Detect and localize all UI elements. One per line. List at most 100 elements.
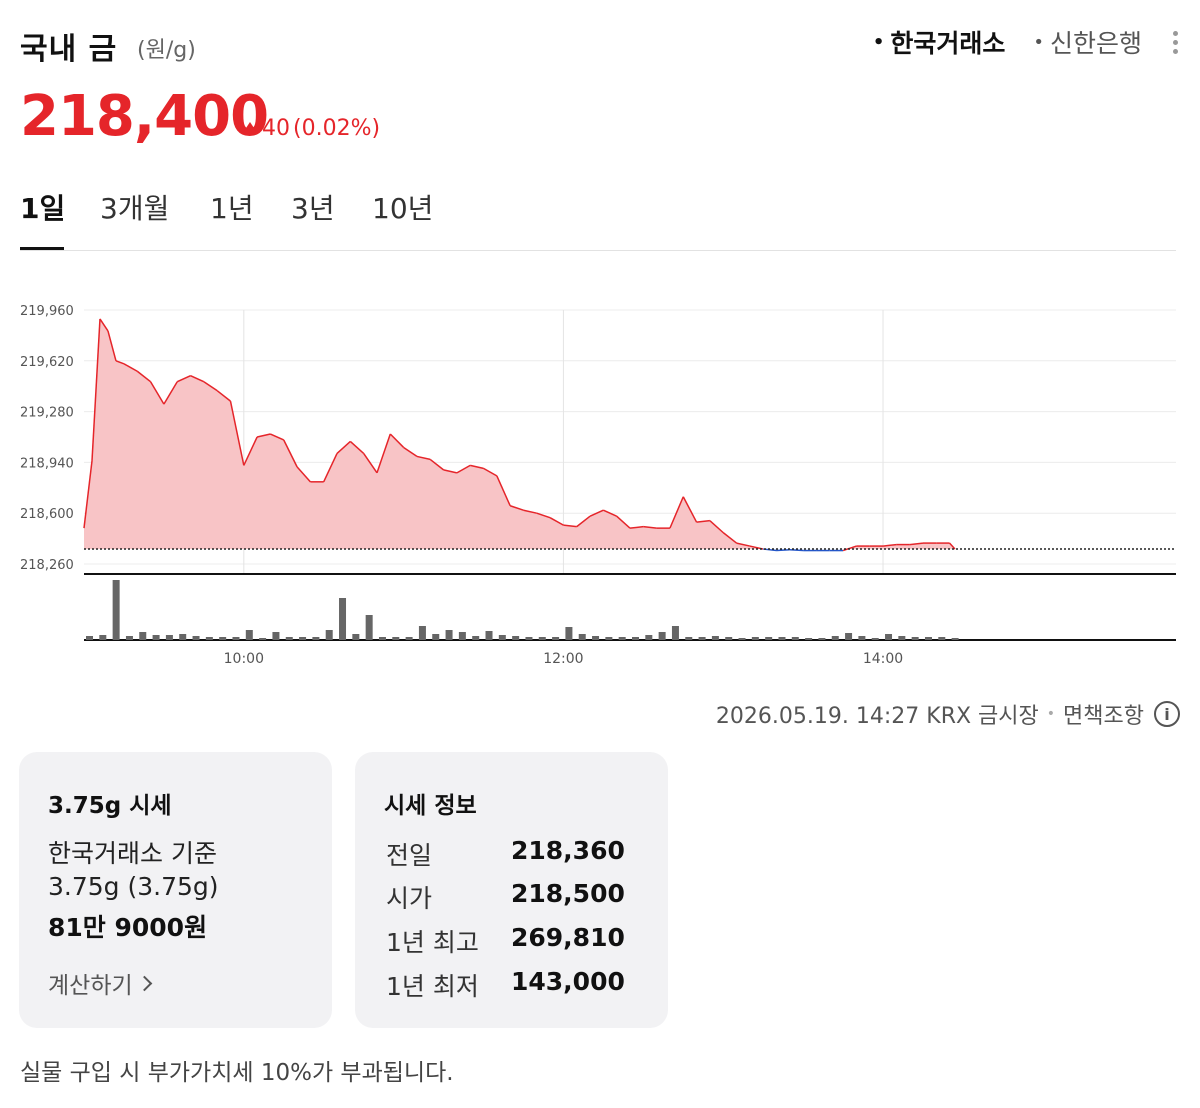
price-line-segment xyxy=(163,381,178,405)
info-value-open: 218,500 xyxy=(511,879,625,908)
tab-1d[interactable]: 1일 xyxy=(20,192,66,225)
y-tick-label: 218,940 xyxy=(20,456,74,471)
volume-bar xyxy=(259,638,267,640)
volume-bar xyxy=(938,637,946,640)
weight-text: 3.75g (3.75g) xyxy=(48,872,219,901)
price-line-segment xyxy=(203,381,218,392)
card-title: 3.75g 시세 xyxy=(48,793,172,819)
price-line-segment xyxy=(83,460,93,529)
price-line-segment xyxy=(736,542,751,547)
volume-bar xyxy=(658,632,666,640)
price-line-segment xyxy=(949,542,956,550)
volume-bar xyxy=(711,636,719,640)
volume-bar xyxy=(325,630,333,640)
price-line-segment xyxy=(603,509,617,517)
volume-bar xyxy=(139,632,147,640)
volume-bar xyxy=(312,637,320,640)
tab-10y[interactable]: 10년 xyxy=(372,192,434,225)
volume-bar xyxy=(112,580,120,640)
price-line-segment xyxy=(616,515,631,529)
volume-bar xyxy=(898,636,906,640)
price-line-segment xyxy=(416,455,431,461)
volume-bar xyxy=(725,637,733,640)
price-line-segment xyxy=(709,520,724,534)
card-title: 시세 정보 xyxy=(384,793,477,819)
price-line-segment xyxy=(149,381,165,405)
disclaimer-link[interactable]: 면책조항 xyxy=(1063,704,1144,729)
volume-bar xyxy=(698,637,706,640)
change-percent: (0.02%) xyxy=(293,116,381,141)
price-line-segment xyxy=(216,390,231,402)
price-line-segment xyxy=(99,318,109,332)
price-line-segment xyxy=(776,549,790,552)
price-line-segment xyxy=(549,517,564,526)
volume-bar xyxy=(232,637,240,640)
volume-bar xyxy=(285,637,293,640)
price-line-segment xyxy=(363,453,378,474)
header: 국내 금 (원/g) • 한국거래소 • 신한은행 xyxy=(20,22,1180,72)
price-line-segment xyxy=(682,496,698,523)
price-line-segment xyxy=(115,360,125,365)
timestamp-text: 2026.05.19. 14:27 KRX 금시장 xyxy=(715,704,1039,729)
y-tick-label: 218,600 xyxy=(20,507,74,522)
separator-dot: • xyxy=(1046,706,1056,722)
price-chart[interactable]: 219,960 219,620 219,280 218,940 218,600 218,2… xyxy=(0,290,1200,675)
source-option-shinhan[interactable]: • 신한은행 xyxy=(1033,24,1142,60)
price-line-segment xyxy=(509,505,524,511)
volume-bar xyxy=(512,636,520,640)
price-line-segment xyxy=(909,542,924,546)
info-label-open: 시가 xyxy=(386,884,433,913)
volume-bar xyxy=(911,637,919,640)
info-label-prev-close: 전일 xyxy=(386,841,433,870)
price-line-segment xyxy=(176,375,191,383)
kebab-menu-icon[interactable] xyxy=(1170,30,1180,54)
price-line-segment xyxy=(643,525,657,529)
volume-bar xyxy=(485,631,493,640)
volume-bar xyxy=(125,636,133,640)
price-line-segment xyxy=(91,318,101,461)
price-line-segment xyxy=(136,370,152,383)
price-line-segment xyxy=(789,549,804,552)
volume-bar xyxy=(552,637,560,640)
source-option-krx[interactable]: • 한국거래소 xyxy=(873,24,1006,60)
volume-bar xyxy=(445,630,453,640)
tab-3m[interactable]: 3개월 xyxy=(100,192,170,225)
volume-bar xyxy=(858,636,866,640)
price-line-segment xyxy=(589,509,604,517)
info-label-52w-low: 1년 최저 xyxy=(386,972,479,1001)
price-line-segment xyxy=(496,475,511,507)
volume-bar xyxy=(805,638,813,640)
volume-bar xyxy=(618,637,626,640)
volume-bar xyxy=(165,635,173,640)
price-line-segment xyxy=(107,330,117,361)
volume-bar xyxy=(392,637,400,640)
price-line-segment xyxy=(296,466,311,483)
x-tick-label: 10:00 xyxy=(224,651,264,667)
x-tick-label: 12:00 xyxy=(543,651,583,667)
tab-3y[interactable]: 3년 xyxy=(291,192,335,225)
volume-bar xyxy=(525,637,533,640)
price-line-segment xyxy=(243,436,258,466)
x-tick-label: 14:00 xyxy=(863,651,903,667)
price-line-segment xyxy=(470,464,484,470)
price-line-segment xyxy=(336,440,351,454)
volume-bar xyxy=(405,637,413,640)
bullet-icon: • xyxy=(1033,31,1044,53)
page-title: 국내 금 xyxy=(20,32,118,67)
volume-bar xyxy=(472,636,480,640)
price-line-segment xyxy=(536,512,551,519)
price-line-segment xyxy=(523,509,537,514)
volume-bar xyxy=(86,636,93,640)
calculate-label: 계산하기 xyxy=(48,973,133,999)
tab-1y[interactable]: 1년 xyxy=(210,192,254,225)
volume-bar xyxy=(299,637,307,640)
calculate-link[interactable]: 계산하기 xyxy=(48,966,152,1000)
y-tick-label: 219,280 xyxy=(20,406,74,421)
volume-bar xyxy=(565,627,573,640)
info-icon[interactable]: i xyxy=(1154,701,1180,727)
volume-bar xyxy=(592,636,600,640)
volume-bar xyxy=(538,637,546,640)
volume-bar xyxy=(605,637,613,640)
volume-bar xyxy=(685,637,693,640)
price-line-segment xyxy=(456,464,471,474)
